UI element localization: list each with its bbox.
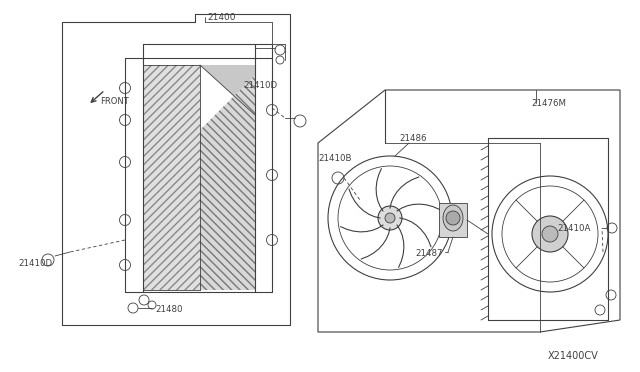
Circle shape [532,216,568,252]
Polygon shape [439,203,467,237]
Text: 21410D: 21410D [18,259,52,267]
Text: 21410D: 21410D [243,80,277,90]
Text: 21476M: 21476M [531,99,566,108]
Text: 21410B: 21410B [318,154,351,163]
Text: 21400: 21400 [207,13,236,22]
Text: FRONT: FRONT [100,96,129,106]
Ellipse shape [443,205,463,231]
Text: X21400CV: X21400CV [548,351,599,361]
Text: 21487: 21487 [415,248,442,257]
Text: 21486: 21486 [399,134,426,142]
Circle shape [385,213,395,223]
Polygon shape [200,65,255,115]
Text: 21480: 21480 [155,305,182,314]
Circle shape [378,206,402,230]
Polygon shape [200,75,255,290]
Circle shape [446,211,460,225]
Text: 21410A: 21410A [557,224,590,232]
Circle shape [542,226,558,242]
Polygon shape [143,65,200,290]
